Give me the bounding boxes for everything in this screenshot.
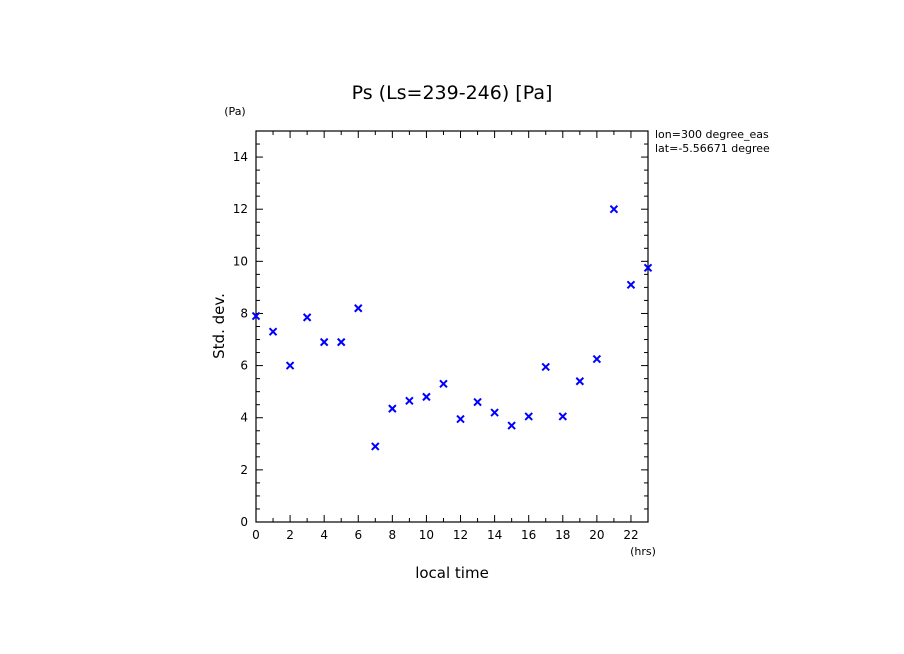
data-point <box>439 379 448 389</box>
data-point <box>251 311 261 321</box>
y-tick-label: 4 <box>240 411 248 425</box>
x-tick-label: 16 <box>521 528 536 542</box>
data-point <box>285 361 295 370</box>
x-tick-label: 18 <box>555 528 570 542</box>
x-tick-label: 2 <box>286 528 294 542</box>
data-point <box>354 304 363 313</box>
data-point <box>473 397 482 407</box>
data-point <box>592 354 602 364</box>
annotation-longitude: lon=300 degree_eas <box>655 128 769 141</box>
data-point <box>337 337 346 347</box>
x-tick-label: 22 <box>623 528 638 542</box>
data-point <box>302 313 312 322</box>
data-point <box>319 337 329 347</box>
data-point <box>268 327 278 336</box>
data-point <box>524 412 533 421</box>
data-point <box>405 396 414 405</box>
y-tick-label: 10 <box>233 254 248 268</box>
chart-title: Ps (Ls=239-246) [Pa] <box>352 82 553 104</box>
data-point <box>388 404 397 413</box>
data-point <box>422 392 431 402</box>
x-tick-label: 10 <box>419 528 434 542</box>
x-tick-label: 20 <box>589 528 604 542</box>
data-point <box>371 442 380 451</box>
x-axis-label: local time <box>415 564 489 582</box>
y-tick-label: 12 <box>233 202 248 216</box>
annotation-latitude: lat=-5.56671 degree <box>655 142 770 155</box>
data-point <box>456 414 465 424</box>
tick-labels: 0 2 4 6 8 10 12 14 16 18 20 22 0 2 4 6 8 10 12 14 <box>233 150 639 542</box>
y-tick-label: 8 <box>240 306 248 320</box>
x-tick-label: 4 <box>320 528 328 542</box>
plot-frame <box>255 130 649 523</box>
y-tick-label: 6 <box>240 359 248 373</box>
data-point <box>609 204 619 214</box>
x-tick-label: 6 <box>354 528 362 542</box>
data-point <box>490 408 499 417</box>
x-unit-label: (hrs) <box>630 545 656 558</box>
y-axis-label: Std. dev. <box>210 293 228 359</box>
data-point <box>541 362 550 372</box>
y-tick-label: 2 <box>240 463 248 477</box>
axis-ticks <box>255 130 649 523</box>
data-point <box>643 263 653 273</box>
x-tick-label: 8 <box>389 528 397 542</box>
x-tick-label: 14 <box>487 528 502 542</box>
x-tick-label: 12 <box>453 528 468 542</box>
y-tick-label: 14 <box>233 150 248 164</box>
data-point <box>507 421 516 430</box>
x-tick-label: 0 <box>252 528 260 542</box>
y-unit-label: (Pa) <box>224 105 245 118</box>
data-markers <box>251 204 653 451</box>
data-point <box>575 377 585 386</box>
data-point <box>626 280 636 290</box>
y-tick-label: 0 <box>240 515 248 529</box>
data-point <box>558 412 567 421</box>
